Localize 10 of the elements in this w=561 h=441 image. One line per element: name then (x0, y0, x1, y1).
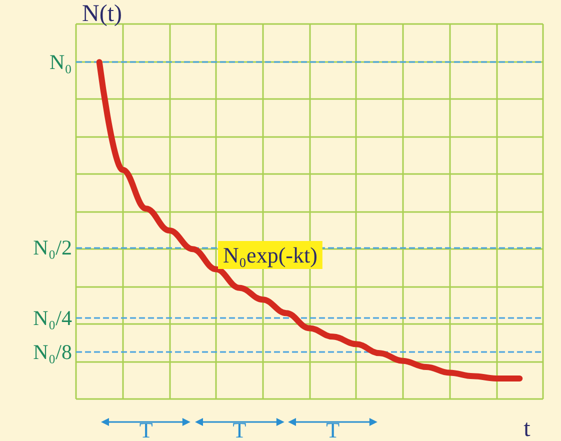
ref-line-label: N₀/4 (33, 306, 72, 330)
ref-line-label: N₀/2 (33, 235, 72, 260)
x-tick-label: T (326, 418, 340, 441)
x-tick-label: T (232, 418, 247, 441)
y-axis-title: N(t) (82, 1, 122, 27)
ref-line-label: N₀ (50, 50, 72, 74)
x-tick-label: T (139, 418, 154, 441)
annotation: N₀exp(-kt) (223, 242, 318, 268)
x-axis-title: t (524, 416, 531, 441)
ref-line-label: N₀/8 (33, 340, 72, 364)
